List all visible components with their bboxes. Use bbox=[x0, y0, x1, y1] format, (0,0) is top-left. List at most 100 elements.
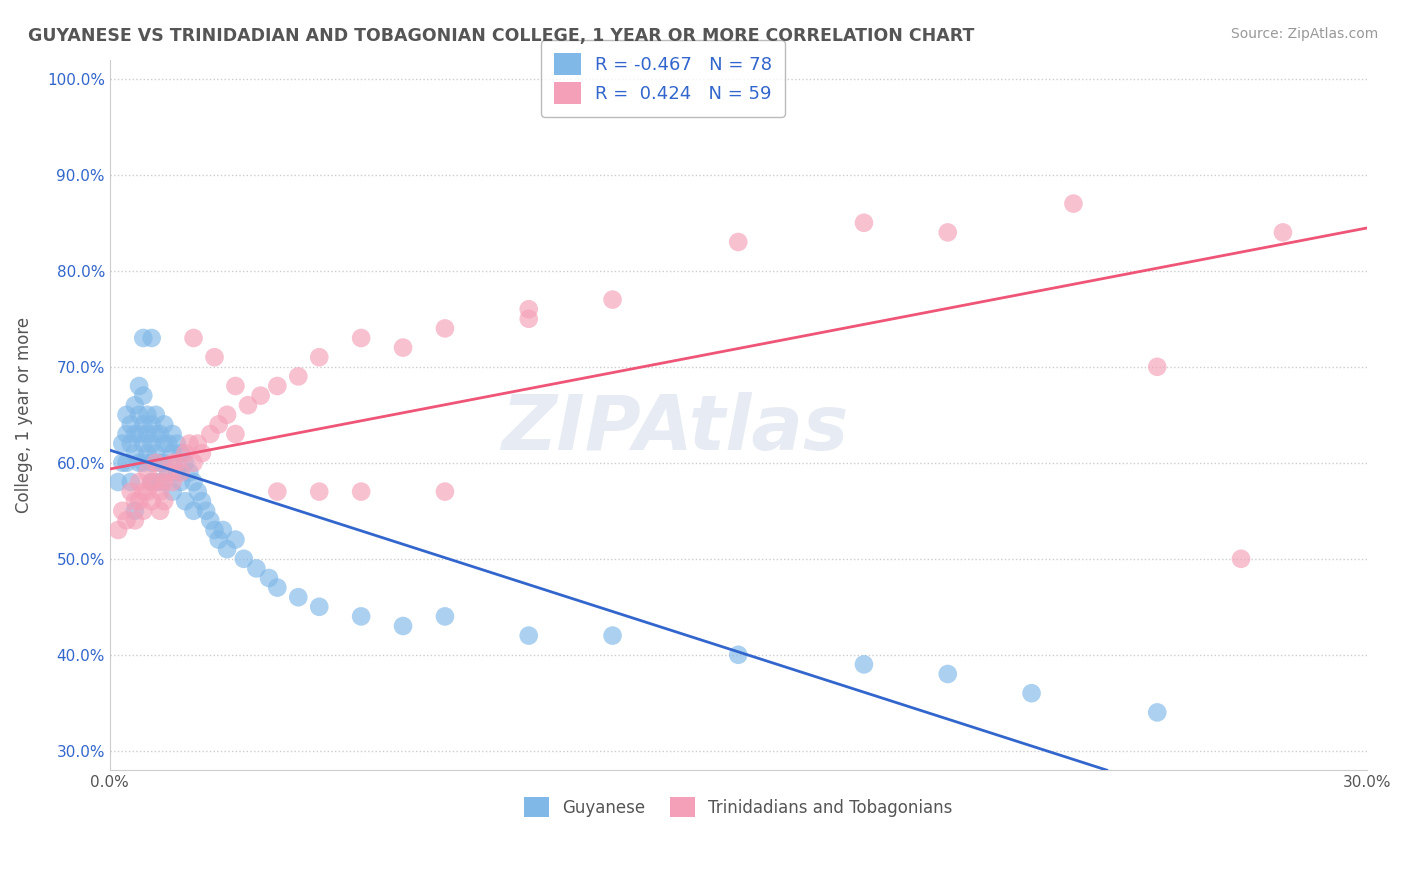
Point bbox=[162, 456, 184, 470]
Point bbox=[157, 466, 180, 480]
Point bbox=[157, 436, 180, 450]
Point bbox=[124, 504, 146, 518]
Point bbox=[1021, 686, 1043, 700]
Point bbox=[124, 494, 146, 508]
Point bbox=[128, 475, 150, 489]
Point bbox=[287, 369, 309, 384]
Point bbox=[287, 591, 309, 605]
Text: Source: ZipAtlas.com: Source: ZipAtlas.com bbox=[1230, 27, 1378, 41]
Point bbox=[120, 484, 142, 499]
Point bbox=[1062, 196, 1084, 211]
Point bbox=[350, 484, 373, 499]
Point bbox=[124, 427, 146, 442]
Point bbox=[132, 456, 155, 470]
Point bbox=[170, 446, 193, 460]
Point bbox=[132, 504, 155, 518]
Point bbox=[120, 475, 142, 489]
Point bbox=[170, 466, 193, 480]
Point bbox=[350, 331, 373, 345]
Point bbox=[141, 331, 163, 345]
Point bbox=[128, 427, 150, 442]
Point bbox=[141, 494, 163, 508]
Point bbox=[166, 466, 188, 480]
Point bbox=[157, 466, 180, 480]
Point bbox=[852, 657, 875, 672]
Point bbox=[153, 417, 176, 432]
Point bbox=[153, 494, 176, 508]
Point bbox=[136, 408, 159, 422]
Point bbox=[136, 466, 159, 480]
Point bbox=[727, 648, 749, 662]
Point bbox=[162, 427, 184, 442]
Point bbox=[200, 513, 222, 527]
Point bbox=[124, 446, 146, 460]
Point bbox=[120, 436, 142, 450]
Point bbox=[266, 581, 288, 595]
Point bbox=[212, 523, 235, 537]
Point bbox=[392, 341, 415, 355]
Point bbox=[141, 417, 163, 432]
Point bbox=[149, 504, 172, 518]
Point bbox=[145, 427, 167, 442]
Point bbox=[115, 427, 138, 442]
Point bbox=[132, 436, 155, 450]
Point bbox=[936, 667, 959, 681]
Point bbox=[308, 484, 330, 499]
Point bbox=[183, 504, 205, 518]
Point bbox=[245, 561, 267, 575]
Point bbox=[128, 494, 150, 508]
Point bbox=[179, 436, 201, 450]
Point bbox=[183, 331, 205, 345]
Point bbox=[1146, 359, 1168, 374]
Point bbox=[204, 350, 226, 364]
Point bbox=[517, 311, 540, 326]
Point bbox=[217, 542, 239, 557]
Legend: Guyanese, Trinidadians and Tobagonians: Guyanese, Trinidadians and Tobagonians bbox=[516, 789, 962, 826]
Point bbox=[128, 408, 150, 422]
Point bbox=[224, 427, 246, 442]
Point bbox=[124, 513, 146, 527]
Point bbox=[166, 456, 188, 470]
Point bbox=[111, 456, 134, 470]
Point bbox=[174, 494, 197, 508]
Point bbox=[266, 379, 288, 393]
Point bbox=[153, 456, 176, 470]
Point bbox=[195, 504, 218, 518]
Point bbox=[132, 484, 155, 499]
Point bbox=[350, 609, 373, 624]
Point bbox=[136, 427, 159, 442]
Point bbox=[136, 484, 159, 499]
Point bbox=[115, 408, 138, 422]
Point bbox=[208, 533, 231, 547]
Point bbox=[145, 446, 167, 460]
Text: GUYANESE VS TRINIDADIAN AND TOBAGONIAN COLLEGE, 1 YEAR OR MORE CORRELATION CHART: GUYANESE VS TRINIDADIAN AND TOBAGONIAN C… bbox=[28, 27, 974, 45]
Point bbox=[120, 417, 142, 432]
Point bbox=[232, 551, 254, 566]
Point bbox=[266, 484, 288, 499]
Point bbox=[149, 427, 172, 442]
Point bbox=[183, 475, 205, 489]
Point bbox=[200, 427, 222, 442]
Point bbox=[517, 302, 540, 317]
Point bbox=[132, 417, 155, 432]
Point bbox=[517, 629, 540, 643]
Point bbox=[433, 321, 456, 335]
Point bbox=[145, 475, 167, 489]
Point bbox=[132, 388, 155, 402]
Point bbox=[141, 456, 163, 470]
Point bbox=[257, 571, 280, 585]
Point bbox=[249, 388, 271, 402]
Point bbox=[153, 475, 176, 489]
Point bbox=[224, 379, 246, 393]
Point bbox=[936, 226, 959, 240]
Point bbox=[149, 484, 172, 499]
Point bbox=[162, 446, 184, 460]
Point bbox=[141, 475, 163, 489]
Point bbox=[162, 475, 184, 489]
Point bbox=[149, 475, 172, 489]
Point bbox=[392, 619, 415, 633]
Point bbox=[111, 504, 134, 518]
Point bbox=[174, 446, 197, 460]
Point bbox=[166, 436, 188, 450]
Point bbox=[1271, 226, 1294, 240]
